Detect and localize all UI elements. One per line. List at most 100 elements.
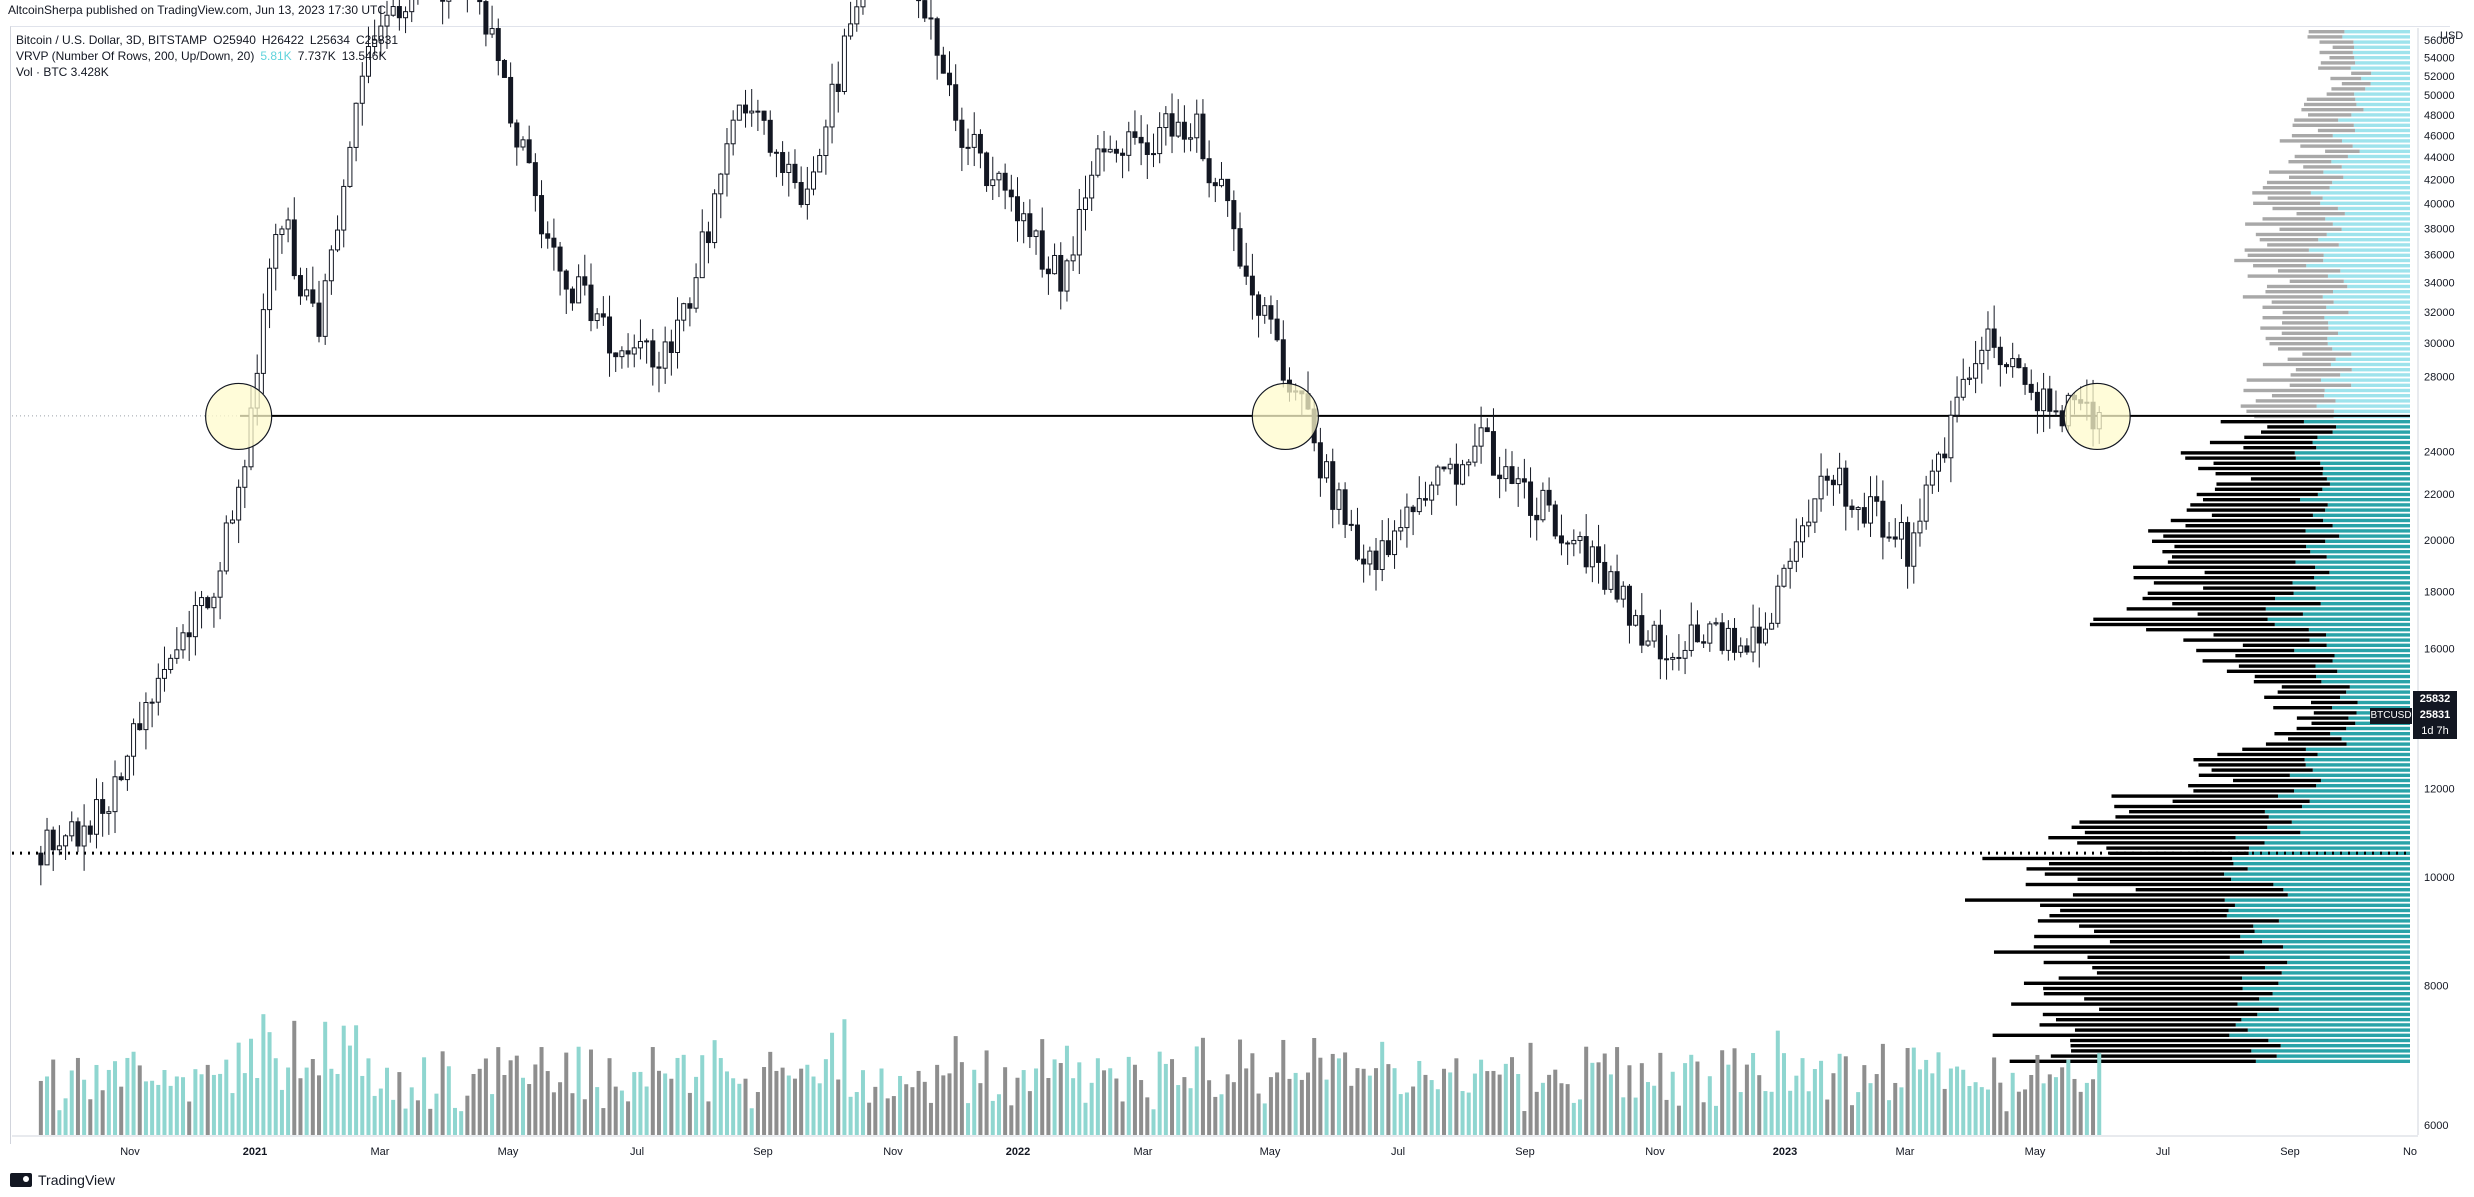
vp-up-bar <box>2327 336 2410 341</box>
vp-up-bar <box>2328 326 2410 330</box>
vp-up-bar <box>2333 290 2410 294</box>
vp-up-bar <box>2257 1012 2410 1017</box>
vp-up-bar <box>2305 763 2410 767</box>
volume-bar <box>2016 1091 2021 1135</box>
candle-body <box>1973 363 1979 379</box>
volume-bar <box>1608 1074 1613 1135</box>
candle-body <box>984 152 990 187</box>
axis-unit-label: USD <box>2440 30 2464 42</box>
volume-bar <box>700 1055 705 1135</box>
vp-down-bar <box>2341 82 2371 86</box>
volume-bar <box>1559 1083 1564 1135</box>
chart-frame[interactable] <box>10 26 2450 1144</box>
volume-bar <box>2010 1072 2015 1135</box>
candle-body <box>1237 228 1243 267</box>
footer-brand[interactable]: TradingView <box>10 1172 115 1188</box>
vp-up-bar <box>2254 929 2410 933</box>
volume-bar <box>366 1058 371 1135</box>
candle-body <box>1169 113 1175 137</box>
candle-body <box>1175 121 1181 137</box>
volume-bar <box>1027 1091 1032 1135</box>
vp-up-bar <box>2324 394 2410 398</box>
candle-body <box>1126 131 1132 156</box>
volume-bar <box>2041 1083 2046 1135</box>
candle-body <box>1188 137 1194 140</box>
legend-vrvp[interactable]: VRVP (Number Of Rows, 200, Up/Down, 20) <box>16 49 255 63</box>
candle-body <box>38 852 44 866</box>
candle-body <box>2028 383 2034 393</box>
volume-bar <box>317 1075 322 1135</box>
vp-up-bar <box>2293 591 2410 595</box>
candle-body <box>811 171 817 190</box>
candle-body <box>69 821 75 837</box>
legend-low: L25634 <box>309 33 350 47</box>
vp-up-bar <box>2231 877 2410 881</box>
candle-body <box>557 246 563 272</box>
volume-bar <box>1114 1078 1119 1135</box>
vp-up-bar <box>2341 139 2410 143</box>
vp-down-bar <box>2043 960 2288 965</box>
vp-down-bar <box>2262 362 2331 367</box>
vp-down-bar <box>2267 425 2337 429</box>
volume-bar <box>1485 1071 1490 1135</box>
vp-up-bar <box>2320 201 2410 205</box>
vp-up-bar <box>2326 232 2410 237</box>
vp-up-bar <box>2308 628 2410 632</box>
candle-body <box>1800 525 1806 543</box>
vp-up-bar <box>2337 331 2410 335</box>
candle-body <box>1596 546 1602 563</box>
volume-bar <box>1194 1046 1199 1135</box>
vp-down-bar <box>2289 383 2352 387</box>
vp-down-bar <box>2146 628 2309 632</box>
vp-up-bar <box>2340 695 2410 699</box>
vp-down-bar <box>2114 804 2302 809</box>
candle-body <box>100 799 106 814</box>
candle-body <box>780 152 786 173</box>
volume-bar <box>1874 1074 1879 1135</box>
candle-body <box>718 173 724 195</box>
volume-bar <box>2029 1074 2034 1135</box>
candle-body <box>168 657 174 670</box>
vp-up-bar <box>2320 461 2410 465</box>
vp-down-bar <box>2326 92 2355 96</box>
vp-down-bar <box>2319 40 2354 44</box>
vp-down-bar <box>2262 305 2327 309</box>
candle-body <box>1874 496 1880 502</box>
legend-volume[interactable]: Vol · BTC 3.428K <box>16 65 109 79</box>
volume-profile <box>1965 30 2410 1063</box>
vp-up-bar <box>2323 466 2410 471</box>
vp-down-bar <box>2319 50 2353 55</box>
volume-bar <box>1639 1063 1644 1135</box>
volume-bar <box>1324 1079 1329 1135</box>
vp-up-bar <box>2347 284 2410 289</box>
vp-up-bar <box>2309 799 2410 803</box>
candle-body <box>1348 523 1354 526</box>
vp-up-bar <box>2234 903 2410 907</box>
vp-up-bar <box>2278 981 2410 985</box>
vp-down-bar <box>2193 758 2305 762</box>
vp-up-bar <box>2224 898 2410 902</box>
vp-up-bar <box>2323 518 2410 523</box>
volume-bar <box>1089 1082 1094 1135</box>
countdown-tag: 1d 7h <box>2413 723 2457 739</box>
vp-down-bar <box>2307 35 2343 39</box>
vp-down-bar <box>2242 643 2327 647</box>
volume-bar <box>749 1108 754 1135</box>
candle-body <box>1880 500 1886 538</box>
vp-up-bar <box>2268 815 2410 819</box>
vp-up-bar <box>2316 674 2410 679</box>
candle-body <box>736 104 742 121</box>
volume-bar <box>830 1032 835 1135</box>
candle-body <box>607 316 613 354</box>
vp-down-bar <box>2099 1007 2279 1011</box>
legend-symbol[interactable]: Bitcoin / U.S. Dollar, 3D, BITSTAMP <box>16 33 208 47</box>
volume-bar <box>1800 1058 1805 1135</box>
candle-body <box>81 825 87 847</box>
candle-body <box>297 275 303 297</box>
vp-up-bar <box>2343 175 2410 179</box>
vp-down-bar <box>1965 898 2225 902</box>
candle-body <box>1120 152 1126 156</box>
vp-up-bar <box>2278 919 2410 923</box>
candle-body <box>1565 542 1571 545</box>
